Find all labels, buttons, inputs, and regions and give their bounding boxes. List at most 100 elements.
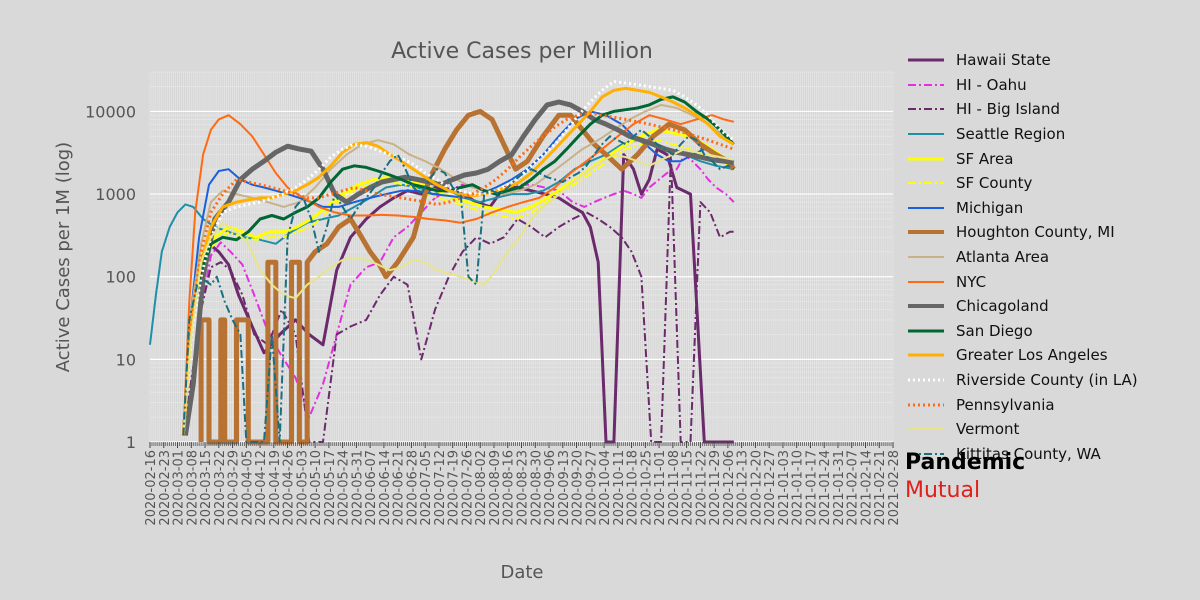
x-tick-label: 2020-08-02 bbox=[474, 450, 489, 526]
series-line-kittitas-county-wa bbox=[182, 128, 735, 443]
x-axis-label: Date bbox=[500, 562, 543, 583]
x-tick-label: 2020-11-01 bbox=[653, 450, 668, 526]
legend-label: Chicagoland bbox=[956, 297, 1049, 316]
x-tick-label: 2020-11-22 bbox=[694, 450, 709, 526]
x-tick-label: 2021-02-14 bbox=[859, 450, 874, 526]
legend-item: Greater Los Angeles bbox=[906, 343, 1196, 368]
series-line-nyc bbox=[182, 114, 735, 436]
x-tick-label: 2020-05-31 bbox=[350, 450, 365, 526]
x-tick-label: 2020-09-20 bbox=[571, 450, 586, 526]
legend-swatch bbox=[908, 403, 944, 407]
x-axis: 2020-02-162020-02-232020-03-012020-03-08… bbox=[144, 442, 902, 526]
legend-label: HI - Oahu bbox=[956, 75, 1027, 94]
x-tick-label: 2020-11-15 bbox=[681, 450, 696, 526]
series-line-michigan bbox=[182, 110, 735, 436]
x-tick-label: 2020-10-11 bbox=[612, 450, 627, 526]
legend-swatch bbox=[908, 329, 944, 333]
x-tick-label: 2020-06-28 bbox=[405, 450, 420, 526]
x-tick-label: 2020-10-25 bbox=[639, 450, 654, 526]
legend-swatch bbox=[908, 256, 944, 259]
legend-item: Michigan bbox=[906, 196, 1196, 221]
legend-swatch bbox=[908, 378, 944, 382]
legend-label: SF Area bbox=[956, 149, 1014, 168]
legend-item: Pennsylvania bbox=[906, 392, 1196, 417]
legend-swatch bbox=[908, 157, 944, 161]
series-line-pennsylvania bbox=[181, 111, 735, 436]
legend-label: Riverside County (in LA) bbox=[956, 371, 1138, 390]
x-tick-label: 2020-03-22 bbox=[213, 450, 228, 526]
x-tick-label: 2020-09-06 bbox=[543, 450, 558, 526]
y-tick-label: 10 bbox=[116, 350, 136, 369]
legend-label: Pennsylvania bbox=[956, 395, 1055, 414]
x-tick-label: 2020-11-08 bbox=[667, 450, 682, 526]
x-tick-label: 2020-12-13 bbox=[736, 450, 751, 526]
legend-swatch bbox=[908, 58, 944, 62]
legend-label: NYC bbox=[956, 272, 987, 291]
legend-label: Kittitas County, WA bbox=[956, 444, 1101, 463]
y-tick-label: 1000 bbox=[95, 185, 136, 204]
series-line-hi-big-island bbox=[182, 153, 734, 443]
legend-swatch bbox=[908, 230, 944, 235]
x-tick-label: 2020-04-26 bbox=[282, 450, 297, 526]
x-tick-label: 2021-02-21 bbox=[873, 450, 888, 526]
x-tick-label: 2020-05-03 bbox=[295, 450, 310, 526]
x-tick-label: 2020-03-01 bbox=[172, 450, 187, 526]
x-tick-label: 2020-04-05 bbox=[240, 450, 255, 526]
legend-swatch bbox=[908, 133, 944, 136]
legend-item: Seattle Region bbox=[906, 122, 1196, 147]
x-tick-label: 2021-02-28 bbox=[887, 450, 902, 526]
series-line-vermont bbox=[182, 148, 734, 436]
legend-swatch bbox=[908, 206, 944, 209]
legend-item: Vermont bbox=[906, 417, 1196, 442]
x-tick-label: 2021-01-31 bbox=[832, 450, 847, 526]
brand-pandemic: Pandemic bbox=[905, 450, 1026, 475]
x-tick-label: 2021-02-07 bbox=[846, 450, 861, 526]
x-tick-label: 2020-11-29 bbox=[708, 450, 723, 526]
series-line-greater-los-angeles bbox=[181, 86, 735, 436]
series-line-sf-county bbox=[182, 139, 735, 436]
x-tick-label: 2020-08-16 bbox=[502, 450, 517, 526]
x-tick-label: 2020-06-21 bbox=[392, 450, 407, 526]
chart-title: Active Cases per Million bbox=[391, 39, 653, 64]
legend-item: SF County bbox=[906, 171, 1196, 196]
x-tick-label: 2020-06-14 bbox=[378, 450, 393, 526]
x-tick-label: 2020-04-19 bbox=[268, 450, 283, 526]
x-tick-label: 2020-05-24 bbox=[337, 450, 352, 526]
x-tick-label: 2020-09-13 bbox=[557, 450, 572, 526]
y-axis-label: Active Cases per 1M (log) bbox=[53, 142, 74, 372]
legend-label: San Diego bbox=[956, 321, 1033, 340]
x-tick-label: 2020-12-27 bbox=[763, 450, 778, 526]
x-tick-label: 2020-07-12 bbox=[433, 450, 448, 526]
x-tick-label: 2020-07-19 bbox=[447, 450, 462, 526]
legend-label: HI - Big Island bbox=[956, 100, 1061, 119]
x-tick-label: 2020-04-12 bbox=[254, 450, 269, 526]
x-tick-label: 2020-03-08 bbox=[185, 450, 200, 526]
series-line-chicagoland bbox=[182, 99, 735, 436]
y-tick-label: 10000 bbox=[85, 102, 136, 121]
legend-item: Chicagoland bbox=[906, 294, 1196, 319]
x-tick-label: 2020-02-23 bbox=[158, 450, 173, 526]
legend-label: Houghton County, MI bbox=[956, 223, 1115, 242]
y-axis: 1 10 100 1000 10000 bbox=[85, 102, 136, 452]
legend-swatch bbox=[908, 108, 944, 111]
y-tick-label: 100 bbox=[105, 268, 136, 287]
legend-label: Hawaii State bbox=[956, 51, 1051, 70]
legend-label: Atlanta Area bbox=[956, 248, 1050, 267]
legend-item: Houghton County, MI bbox=[906, 220, 1196, 245]
x-tick-label: 2020-08-23 bbox=[516, 450, 531, 526]
legend-label: Vermont bbox=[956, 420, 1020, 439]
legend-label: Seattle Region bbox=[956, 125, 1066, 144]
x-tick-label: 2020-03-29 bbox=[227, 450, 242, 526]
x-tick-label: 2021-01-03 bbox=[777, 450, 792, 526]
legend-swatch bbox=[908, 280, 944, 283]
legend-label: SF County bbox=[956, 174, 1033, 193]
x-tick-label: 2020-08-30 bbox=[529, 450, 544, 526]
legend-label: Michigan bbox=[956, 198, 1024, 217]
legend-item: SF Area bbox=[906, 146, 1196, 171]
x-tick-label: 2020-12-20 bbox=[749, 450, 764, 526]
x-tick-label: 2020-08-09 bbox=[488, 450, 503, 526]
y-tick-label: 1 bbox=[126, 433, 136, 452]
x-tick-label: 2020-03-15 bbox=[199, 450, 214, 526]
legend-item: NYC bbox=[906, 269, 1196, 294]
